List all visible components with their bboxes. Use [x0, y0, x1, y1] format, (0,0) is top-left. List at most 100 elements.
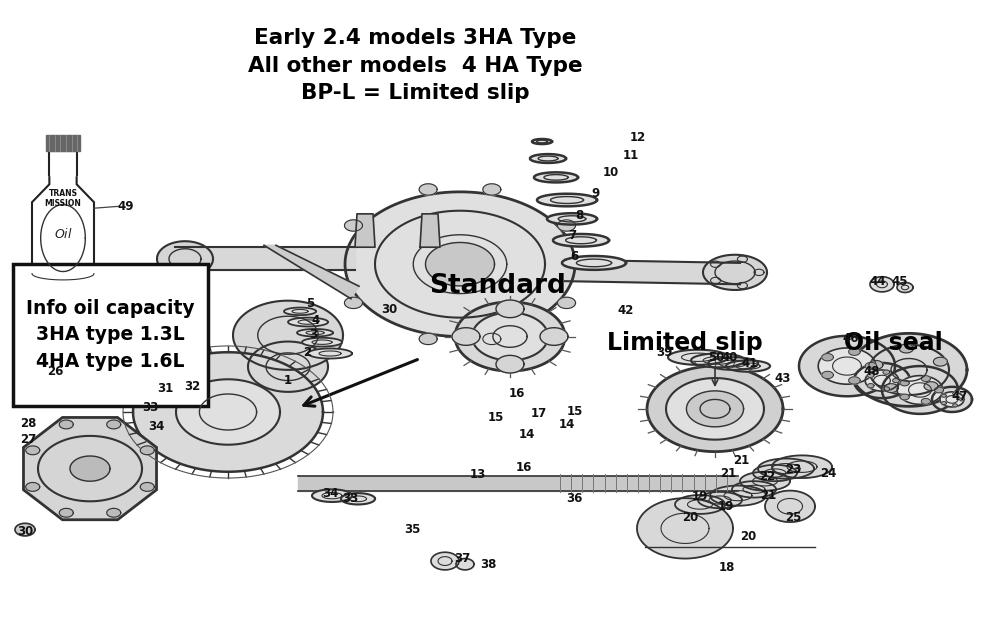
- Polygon shape: [298, 476, 738, 491]
- Polygon shape: [867, 384, 874, 388]
- Polygon shape: [675, 495, 725, 514]
- Polygon shape: [883, 370, 890, 374]
- Text: 39: 39: [656, 346, 672, 359]
- Polygon shape: [940, 392, 964, 407]
- Polygon shape: [921, 399, 930, 404]
- Polygon shape: [558, 298, 576, 308]
- Polygon shape: [765, 491, 815, 522]
- Text: Standard: Standard: [430, 273, 566, 299]
- Polygon shape: [822, 353, 833, 361]
- Text: 46: 46: [843, 332, 859, 345]
- Polygon shape: [647, 366, 783, 452]
- Text: 16: 16: [509, 387, 525, 399]
- Polygon shape: [897, 376, 943, 404]
- Polygon shape: [452, 328, 480, 345]
- Polygon shape: [248, 342, 328, 392]
- Polygon shape: [456, 559, 474, 570]
- Polygon shape: [703, 255, 767, 290]
- Polygon shape: [59, 420, 73, 429]
- Polygon shape: [341, 493, 375, 504]
- Text: 28: 28: [20, 418, 36, 430]
- Polygon shape: [960, 398, 964, 401]
- Polygon shape: [893, 379, 899, 382]
- Polygon shape: [140, 482, 154, 491]
- Polygon shape: [532, 139, 552, 144]
- Text: 34: 34: [148, 420, 164, 433]
- Polygon shape: [818, 348, 876, 384]
- Polygon shape: [869, 360, 883, 369]
- Polygon shape: [308, 348, 352, 359]
- Polygon shape: [851, 333, 967, 406]
- Polygon shape: [708, 357, 758, 370]
- Polygon shape: [107, 508, 121, 517]
- Polygon shape: [284, 308, 316, 315]
- Polygon shape: [865, 362, 877, 370]
- Text: 14: 14: [519, 428, 535, 440]
- Text: TRANS
MISSION: TRANS MISSION: [45, 189, 81, 208]
- Polygon shape: [758, 459, 814, 479]
- Polygon shape: [157, 242, 213, 276]
- Text: 22: 22: [759, 470, 775, 483]
- Text: 24: 24: [820, 467, 836, 480]
- Polygon shape: [496, 355, 524, 373]
- Text: 21: 21: [760, 489, 776, 501]
- Polygon shape: [565, 260, 740, 284]
- Text: 26: 26: [47, 365, 63, 377]
- Polygon shape: [32, 175, 94, 280]
- Text: 11: 11: [623, 150, 639, 162]
- Polygon shape: [897, 282, 913, 292]
- Text: 44: 44: [870, 276, 886, 288]
- Polygon shape: [884, 384, 898, 392]
- Text: 23: 23: [785, 463, 801, 476]
- Polygon shape: [849, 377, 860, 384]
- Polygon shape: [942, 401, 946, 404]
- Polygon shape: [867, 373, 874, 377]
- Text: 31: 31: [157, 382, 173, 394]
- FancyBboxPatch shape: [13, 264, 208, 406]
- Polygon shape: [264, 245, 359, 299]
- Text: 10: 10: [603, 167, 619, 179]
- Polygon shape: [431, 552, 459, 570]
- Polygon shape: [26, 482, 40, 491]
- Polygon shape: [924, 382, 938, 391]
- Polygon shape: [426, 243, 495, 286]
- Text: Info oil capacity
3HA type 1.3L
4HA type 1.6L: Info oil capacity 3HA type 1.3L 4HA type…: [26, 299, 195, 371]
- Text: 25: 25: [785, 511, 801, 524]
- Polygon shape: [854, 363, 910, 398]
- Text: 4: 4: [312, 314, 320, 327]
- Polygon shape: [15, 523, 35, 536]
- Polygon shape: [921, 376, 930, 381]
- Polygon shape: [344, 298, 362, 308]
- Text: 20: 20: [682, 511, 698, 523]
- Polygon shape: [133, 352, 323, 472]
- Text: 33: 33: [342, 493, 358, 505]
- Text: 45: 45: [892, 276, 908, 288]
- Polygon shape: [547, 213, 597, 225]
- Polygon shape: [23, 418, 157, 520]
- Text: 35: 35: [404, 523, 420, 536]
- Polygon shape: [934, 387, 944, 393]
- Text: 34: 34: [322, 487, 338, 500]
- Polygon shape: [849, 348, 860, 355]
- Text: 47: 47: [952, 390, 968, 403]
- Polygon shape: [732, 481, 776, 498]
- Polygon shape: [562, 256, 626, 270]
- Polygon shape: [772, 455, 832, 478]
- Polygon shape: [483, 184, 501, 195]
- Text: $\mathit{Oil}$: $\mathit{Oil}$: [54, 228, 72, 242]
- Text: 9: 9: [591, 187, 599, 200]
- Polygon shape: [176, 379, 280, 445]
- Text: 1: 1: [284, 374, 292, 387]
- Text: 30: 30: [381, 303, 397, 316]
- Polygon shape: [26, 446, 40, 455]
- Text: 14: 14: [559, 418, 575, 431]
- Polygon shape: [865, 370, 899, 391]
- Polygon shape: [726, 360, 770, 372]
- Polygon shape: [496, 300, 524, 318]
- Text: 20: 20: [740, 530, 756, 543]
- Polygon shape: [870, 277, 894, 292]
- Polygon shape: [753, 465, 797, 481]
- Text: 50: 50: [708, 351, 724, 364]
- Text: 8: 8: [575, 209, 583, 221]
- Polygon shape: [419, 333, 437, 345]
